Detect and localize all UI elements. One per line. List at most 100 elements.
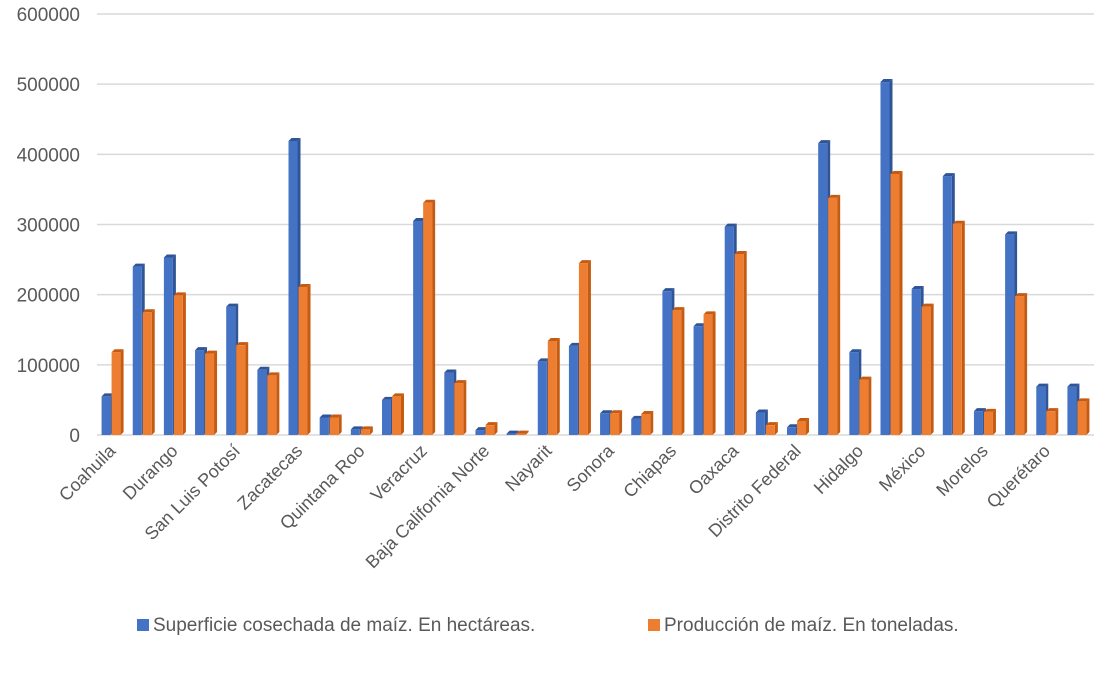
bar-superficie-front — [724, 226, 734, 435]
bar-produccion-top — [890, 170, 903, 174]
bar-produccion — [142, 309, 155, 435]
bar-produccion-top — [423, 199, 436, 203]
bar-produccion-top — [828, 194, 841, 198]
bar-superficie-top — [506, 430, 519, 434]
bar-superficie-top — [942, 173, 955, 177]
x-category-label: Querétaro — [983, 441, 1054, 512]
y-tick-label: 300000 — [17, 216, 80, 237]
bar-superficie-top — [631, 415, 644, 419]
legend: Superficie cosechada de maíz. En hectáre… — [137, 615, 959, 636]
bar-produccion-side — [868, 376, 872, 435]
bar-produccion-side — [556, 337, 560, 435]
bar-produccion-side — [743, 250, 747, 435]
bar-superficie-top — [1067, 383, 1080, 387]
bar-superficie-front — [880, 82, 890, 435]
bar-superficie-top — [163, 254, 176, 258]
bar-produccion-front — [516, 433, 526, 435]
bar-produccion-front — [547, 340, 557, 435]
y-axis-ticks: 0 100000 200000 300000 400000 500000 600000 — [17, 5, 80, 447]
bar-superficie-top — [911, 286, 924, 290]
bar-produccion — [1046, 408, 1059, 435]
legend-swatch — [137, 619, 149, 631]
bar-produccion-front — [485, 425, 495, 435]
bar-superficie-front — [849, 352, 859, 435]
bar-superficie-front — [1067, 386, 1077, 435]
bar-produccion — [111, 349, 124, 435]
bar-produccion-front — [1046, 411, 1056, 435]
bar-superficie-front — [787, 427, 797, 435]
bar-produccion — [547, 337, 560, 435]
bar-produccion-top — [578, 260, 591, 264]
bar-produccion-top — [1046, 408, 1059, 412]
bar-produccion-side — [494, 422, 498, 435]
bar-superficie-top — [600, 410, 613, 414]
bar-superficie-front — [163, 257, 173, 435]
bar-produccion-front — [578, 263, 588, 435]
bar-produccion — [610, 410, 623, 435]
bar-produccion-front — [205, 353, 215, 435]
bar-superficie-top — [849, 349, 862, 353]
bar-produccion-side — [992, 408, 996, 435]
bar-produccion — [329, 414, 342, 435]
x-category-label: Chiapas — [619, 441, 680, 502]
x-category-label: México — [875, 441, 929, 495]
bar-produccion — [859, 376, 872, 435]
bar-superficie-top — [724, 223, 737, 227]
bar-produccion-side — [1086, 398, 1090, 435]
bar-produccion-top — [859, 376, 872, 380]
bar-superficie-front — [1036, 386, 1046, 435]
bar-produccion — [578, 260, 591, 435]
bar-produccion — [672, 307, 685, 435]
bar-produccion-side — [1055, 408, 1059, 435]
bar-superficie-front — [413, 220, 423, 435]
legend-item: Producción de maíz. En toneladas. — [648, 615, 959, 636]
bar-produccion-side — [899, 170, 903, 436]
bar-produccion-front — [641, 413, 651, 435]
bar-superficie-top — [475, 427, 488, 431]
bar-produccion-side — [587, 260, 591, 435]
bar-produccion — [173, 292, 186, 435]
bar-produccion-side — [214, 350, 218, 435]
bar-produccion-front — [797, 420, 807, 435]
gridlines — [97, 13, 1094, 436]
bar-produccion-side — [681, 307, 685, 435]
bar-superficie-top — [568, 342, 581, 346]
bar-produccion-top — [983, 408, 996, 412]
bar-produccion-front — [890, 173, 900, 436]
bar-produccion-top — [1015, 293, 1028, 297]
bar-superficie-front — [132, 266, 142, 435]
x-category-label: Sonora — [563, 440, 619, 496]
bar-produccion-front — [610, 413, 620, 435]
bar-produccion — [298, 283, 311, 435]
bar-produccion-side — [182, 292, 186, 435]
bar-produccion — [952, 220, 965, 435]
legend-label: Producción de maíz. En toneladas. — [664, 615, 959, 636]
bar-superficie-side — [515, 430, 519, 435]
bar-produccion-front — [236, 345, 246, 435]
bar-produccion-top — [672, 307, 685, 311]
bar-produccion-top — [173, 292, 186, 296]
bar-produccion-side — [463, 380, 467, 435]
x-category-label: Nayarit — [501, 441, 555, 495]
bar-superficie-front — [568, 345, 578, 435]
bar-produccion-front — [111, 352, 121, 435]
x-category-label: Veracruz — [367, 441, 431, 505]
bar-produccion-top — [267, 372, 280, 376]
bar-produccion-front — [859, 379, 869, 435]
y-tick-label: 500000 — [17, 75, 80, 96]
bar-produccion-front — [1015, 296, 1025, 435]
bar-superficie-top — [132, 263, 145, 267]
bar-superficie-front — [818, 143, 828, 435]
bar-produccion-top — [329, 414, 342, 418]
bar-superficie-top — [1005, 231, 1018, 235]
bar-produccion-front — [360, 429, 370, 435]
bar-superficie-front — [911, 289, 921, 435]
bar-superficie-top — [226, 303, 239, 307]
bar-superficie-front — [319, 417, 329, 435]
bar-produccion-front — [329, 417, 339, 435]
bar-produccion-front — [765, 425, 775, 435]
bar-produccion-side — [806, 417, 810, 435]
bar-produccion-front — [921, 306, 931, 435]
bar-produccion-side — [712, 311, 716, 435]
